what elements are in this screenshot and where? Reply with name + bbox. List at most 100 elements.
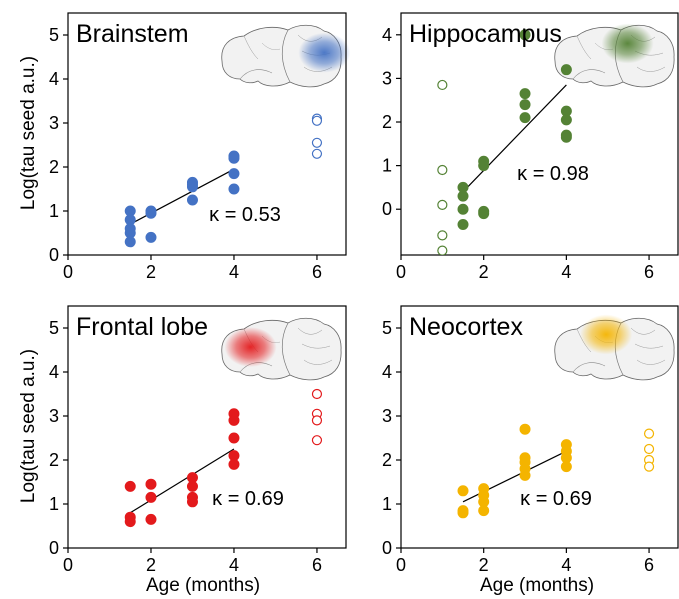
data-point-open bbox=[437, 245, 448, 255]
y-tick-label: 5 bbox=[49, 318, 59, 338]
y-tick-label: 3 bbox=[49, 406, 59, 426]
data-point-filled bbox=[228, 152, 240, 164]
y-tick-label: 1 bbox=[382, 494, 392, 514]
data-point-filled bbox=[560, 131, 572, 143]
data-point-open bbox=[311, 435, 323, 446]
data-point-open bbox=[437, 199, 448, 210]
x-tick-label: 4 bbox=[229, 262, 239, 282]
x-tick-label: 6 bbox=[312, 262, 322, 282]
panel-title: Hippocampus bbox=[409, 20, 562, 48]
data-point-filled bbox=[228, 414, 240, 426]
y-tick-label: 4 bbox=[382, 25, 392, 45]
chart-panel-4: 0 2 4 6 0 1 2 3 4 5 Neocortex κ = 0.69 bbox=[382, 305, 679, 575]
data-point-filled bbox=[519, 88, 531, 100]
data-point-open bbox=[311, 415, 323, 426]
chart-panel-3: 0 2 4 6 0 1 2 3 4 5 Frontal lobe κ = 0.69 bbox=[49, 305, 347, 575]
data-point-filled bbox=[145, 491, 157, 503]
x-tick-label: 2 bbox=[479, 555, 489, 575]
data-point-filled bbox=[519, 99, 531, 111]
data-point-filled bbox=[560, 461, 572, 473]
y-tick-label: 4 bbox=[382, 362, 392, 382]
data-point-filled bbox=[145, 231, 157, 243]
data-point-open bbox=[311, 148, 323, 159]
data-point-filled bbox=[478, 208, 490, 220]
y-tick-label: 2 bbox=[382, 112, 392, 132]
data-point-open bbox=[311, 388, 323, 400]
data-point-filled bbox=[457, 218, 469, 230]
y-tick-label: 0 bbox=[49, 245, 59, 265]
data-point-filled bbox=[560, 114, 572, 126]
data-point-filled bbox=[186, 194, 198, 206]
data-point-filled bbox=[519, 423, 531, 435]
x-tick-label: 6 bbox=[312, 555, 322, 575]
y-axis-label-top: Log(tau seed a.u.) bbox=[18, 56, 39, 210]
axes-frame bbox=[400, 12, 679, 256]
data-point-open bbox=[437, 230, 448, 241]
data-point-filled bbox=[457, 203, 469, 215]
y-tick-label: 3 bbox=[382, 406, 392, 426]
x-tick-label: 0 bbox=[63, 555, 73, 575]
brain-region-highlight bbox=[580, 314, 633, 355]
data-point-filled bbox=[519, 469, 531, 481]
y-tick-label: 1 bbox=[49, 201, 59, 221]
x-tick-label: 2 bbox=[146, 262, 156, 282]
x-tick-label: 0 bbox=[396, 262, 406, 282]
data-point-open bbox=[437, 79, 448, 91]
data-point-filled bbox=[228, 168, 240, 180]
panel-title: Neocortex bbox=[409, 313, 523, 341]
data-point-filled bbox=[186, 496, 198, 508]
data-point-open bbox=[437, 164, 448, 176]
x-tick-label: 2 bbox=[479, 262, 489, 282]
data-point-filled bbox=[457, 507, 469, 519]
fit-line bbox=[462, 84, 567, 193]
data-point-filled bbox=[519, 112, 531, 124]
data-point-filled bbox=[145, 478, 157, 490]
brain-sketch-icon bbox=[554, 314, 675, 381]
data-layer bbox=[457, 423, 655, 519]
data-layer bbox=[124, 113, 323, 248]
y-tick-label: 4 bbox=[49, 69, 59, 89]
data-point-open bbox=[643, 443, 655, 455]
y-tick-label: 4 bbox=[49, 362, 59, 382]
y-tick-label: 2 bbox=[382, 450, 392, 470]
x-axis-label-right: Age (months) bbox=[480, 575, 594, 596]
y-tick-label: 0 bbox=[382, 199, 392, 219]
y-tick-label: 2 bbox=[49, 450, 59, 470]
y-tick-label: 2 bbox=[49, 157, 59, 177]
data-layer bbox=[437, 29, 572, 255]
x-tick-label: 2 bbox=[146, 555, 156, 575]
fit-line bbox=[129, 448, 235, 514]
data-layer bbox=[124, 388, 323, 528]
chart-panel-2: 0 2 4 6 0 1 2 3 4 Hippocampus κ = 0.98 bbox=[382, 12, 679, 282]
kappa-label: κ = 0.98 bbox=[517, 163, 589, 185]
x-tick-label: 4 bbox=[229, 555, 239, 575]
data-point-open bbox=[643, 428, 655, 439]
y-tick-label: 1 bbox=[49, 494, 59, 514]
panel-title: Frontal lobe bbox=[76, 313, 208, 341]
y-tick-label: 3 bbox=[49, 113, 59, 133]
x-tick-label: 0 bbox=[63, 262, 73, 282]
brain-region-highlight bbox=[601, 23, 654, 64]
kappa-label: κ = 0.53 bbox=[209, 204, 281, 226]
data-point-filled bbox=[124, 516, 136, 528]
chart-panel-1: 0 2 4 6 0 1 2 3 4 5 Brainstem κ = 0.53 bbox=[49, 12, 351, 282]
data-point-filled bbox=[145, 207, 157, 219]
data-point-open bbox=[311, 137, 323, 148]
x-axis-label-left: Age (months) bbox=[146, 575, 260, 596]
data-point-filled bbox=[145, 513, 157, 525]
brain-region-highlight bbox=[224, 327, 277, 368]
kappa-label: κ = 0.69 bbox=[520, 488, 592, 510]
data-point-filled bbox=[124, 236, 136, 248]
x-tick-label: 6 bbox=[644, 262, 654, 282]
axes-frame bbox=[67, 12, 347, 256]
x-tick-label: 6 bbox=[644, 555, 654, 575]
data-point-filled bbox=[228, 432, 240, 444]
data-point-open bbox=[311, 115, 323, 126]
x-tick-label: 0 bbox=[396, 555, 406, 575]
data-point-filled bbox=[560, 64, 572, 76]
brain-sketch-icon bbox=[554, 23, 675, 88]
x-tick-label: 4 bbox=[561, 555, 571, 575]
y-tick-label: 1 bbox=[382, 156, 392, 176]
data-point-filled bbox=[457, 190, 469, 202]
